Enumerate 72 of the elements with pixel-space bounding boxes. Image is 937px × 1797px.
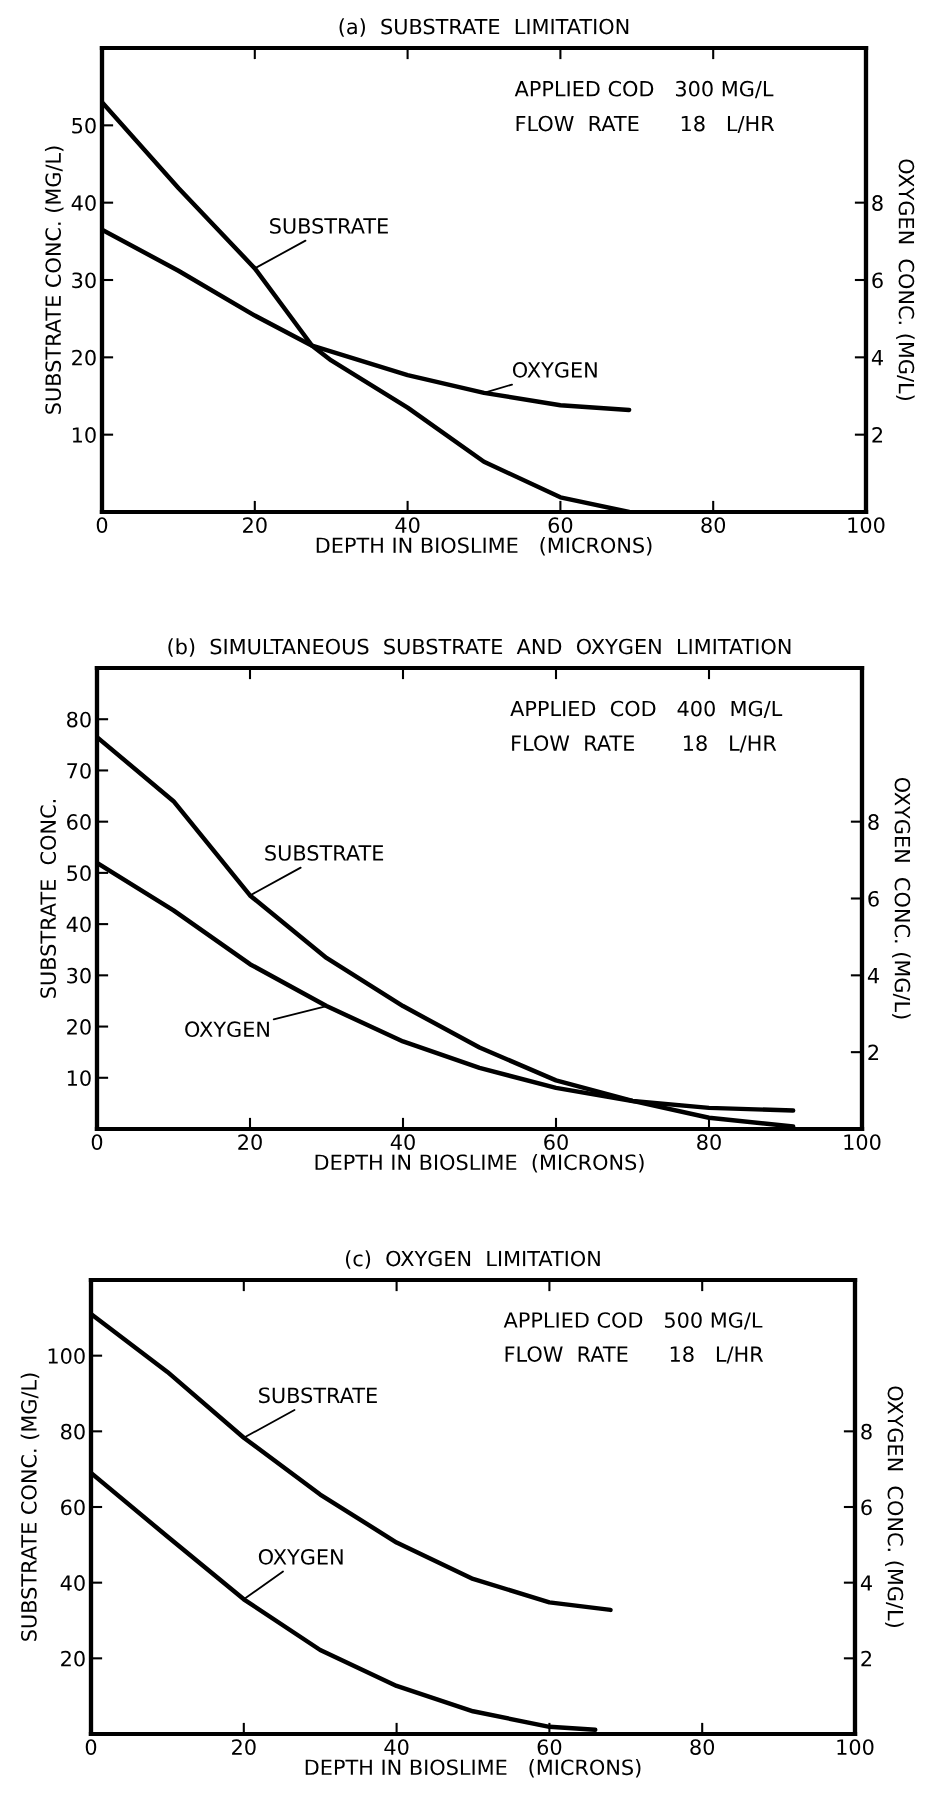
y2-tick-label: 4 [867, 968, 879, 984]
y-tick-label: 10 [72, 427, 96, 443]
y-tick-label: 100 [48, 1348, 85, 1364]
y2-tick-label: 6 [872, 272, 883, 289]
y-tick-label: 20 [67, 1019, 91, 1035]
annotation: FLOW RATE 18 L/HR [516, 115, 775, 134]
x-tick-label: 40 [384, 1739, 409, 1755]
series-label: SUBSTRATE [265, 845, 384, 861]
y-tick-label: 20 [72, 349, 96, 366]
y-tick-label: 70 [67, 762, 91, 779]
y-tick-label: 40 [60, 1575, 85, 1591]
y-tick-label: 50 [67, 865, 91, 882]
y2-axis-title: OXYGEN CONC. (MG/L) [896, 159, 915, 400]
y-axis-title: SUBSTRATE CONC. (MG/L) [44, 146, 64, 414]
y2-tick-label: 2 [868, 1044, 879, 1061]
chart-title: (c) OXYGEN LIMITATION [345, 1250, 600, 1269]
y-tick-label: 30 [67, 967, 91, 984]
series-label: OXYGEN [258, 1548, 343, 1565]
y-tick-label: 30 [72, 272, 96, 289]
annotation: APPLIED COD 500 MG/L [503, 1312, 763, 1330]
annotation: APPLIED COD 300 MG/L [514, 80, 774, 99]
y2-tick-label: 4 [860, 1575, 872, 1591]
x-tick-label: 100 [844, 1134, 881, 1150]
y-axis-title: SUBSTRATE CONC. [40, 800, 57, 998]
y-tick-label: 20 [61, 1650, 85, 1667]
y2-tick-label: 8 [872, 195, 883, 211]
y2-tick-label: 6 [868, 890, 879, 907]
chart-title: (a) SUBSTRATE LIMITATION [339, 18, 629, 37]
y-axis-title: SUBSTRATE CONC. (MG/L) [20, 1373, 40, 1641]
x-tick-label: 40 [395, 517, 420, 533]
x-tick-label: 40 [390, 1134, 415, 1150]
x-tick-label: 100 [837, 1739, 874, 1755]
chart-title: (b) SIMULTANEOUS SUBSTRATE AND OXYGEN LIMITATION [168, 638, 791, 657]
annotation: FLOW RATE 18 L/HR [512, 735, 777, 753]
x-tick-label: 0 [91, 1134, 103, 1150]
x-tick-label: 80 [697, 1134, 721, 1150]
x-tick-label: 0 [96, 517, 108, 533]
y-tick-label: 80 [67, 711, 91, 728]
y-tick-label: 40 [71, 195, 96, 211]
x-axis-title: DEPTH IN BIOSLIME (MICRONS) [315, 1154, 644, 1173]
series-label: SUBSTRATE [259, 1387, 377, 1404]
series-label: OXYGEN [512, 362, 597, 378]
x-tick-label: 100 [848, 517, 885, 533]
y2-tick-label: 4 [871, 350, 883, 366]
x-tick-label: 60 [548, 517, 573, 533]
x-tick-label: 80 [690, 1739, 715, 1755]
y2-tick-label: 2 [872, 427, 883, 443]
y2-tick-label: 8 [868, 814, 879, 830]
x-tick-label: 20 [238, 1134, 262, 1150]
annotation: APPLIED COD 400 MG/L [510, 700, 783, 719]
y-tick-label: 60 [67, 814, 91, 830]
x-axis-title: DEPTH IN BIOSLIME (MICRONS) [316, 537, 652, 556]
x-tick-label: 80 [701, 517, 726, 533]
series-label: SUBSTRATE [270, 218, 388, 234]
x-tick-label: 20 [232, 1739, 256, 1755]
y2-tick-label: 2 [861, 1650, 872, 1667]
annotation: FLOW RATE 18 L/HR [505, 1346, 764, 1364]
y-tick-label: 40 [66, 916, 91, 933]
x-tick-label: 60 [537, 1739, 562, 1755]
y2-tick-label: 6 [861, 1499, 872, 1516]
y-tick-label: 10 [67, 1070, 91, 1086]
y2-axis-title: OXYGEN CONC. (MG/L) [885, 1386, 904, 1627]
y2-axis-title: OXYGEN CONC. (MG/L) [892, 777, 911, 1019]
x-tick-label: 20 [243, 517, 267, 533]
x-tick-label: 0 [85, 1739, 97, 1755]
y-tick-label: 80 [61, 1423, 85, 1440]
x-tick-label: 60 [544, 1134, 568, 1150]
series-label: OXYGEN [185, 1021, 269, 1038]
y-tick-label: 60 [61, 1499, 85, 1516]
y-tick-label: 50 [72, 117, 96, 134]
x-axis-title: DEPTH IN BIOSLIME (MICRONS) [305, 1759, 641, 1778]
y2-tick-label: 8 [861, 1423, 872, 1440]
